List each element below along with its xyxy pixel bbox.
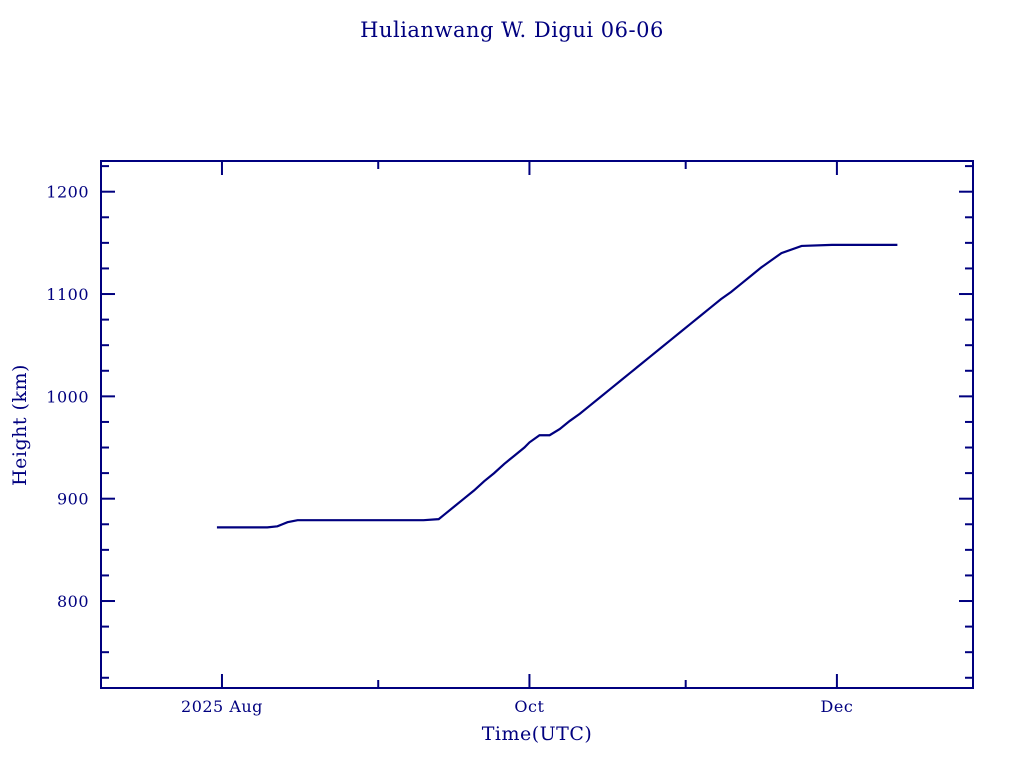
- x-axis-tick-labels: 2025 Aug Oct Dec: [181, 697, 853, 716]
- chart-title: Hulianwang W. Digui 06-06: [360, 18, 664, 42]
- y-tick-label: 1000: [46, 387, 89, 406]
- x-axis-label: Time(UTC): [482, 723, 593, 745]
- plot-frame-rect: [100, 160, 974, 689]
- x-tick-label: 2025 Aug: [181, 697, 263, 716]
- y-tick-label: 1100: [46, 285, 89, 304]
- data-series-group: [216, 243, 898, 529]
- y-axis-tick-labels: 800 900 1000 1100 1200: [46, 183, 89, 611]
- y-tick-label: 800: [57, 592, 89, 611]
- y-tick-label: 900: [57, 490, 89, 509]
- x-tick-label: Oct: [514, 697, 544, 716]
- x-tick-label: Dec: [821, 697, 854, 716]
- data-series-line: [216, 243, 898, 529]
- y-axis-label: Height (km): [9, 364, 31, 486]
- y-axis-ticks: [101, 165, 973, 679]
- x-axis-ticks: [220, 161, 838, 688]
- plot-frame: [100, 160, 974, 689]
- y-tick-label: 1200: [46, 183, 89, 202]
